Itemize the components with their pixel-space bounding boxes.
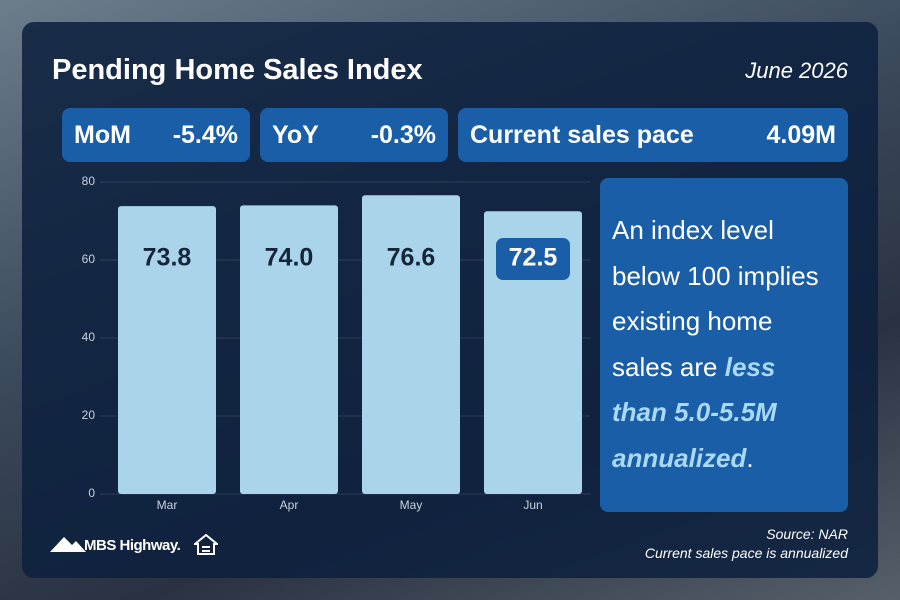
note-text: An index level below 100 implies existin… — [612, 215, 819, 382]
note-text: less than 5.0-5.5M annualized — [612, 351, 777, 473]
x-tick-label: May — [400, 498, 423, 512]
y-tick-label: 80 — [82, 174, 96, 188]
value-label: 73.8 — [143, 244, 192, 272]
bar — [484, 211, 582, 494]
equal-housing-logo — [194, 534, 218, 555]
brand: MBS Highway. — [84, 537, 181, 554]
x-tick-label: Apr — [280, 498, 299, 512]
value-label-pill — [496, 238, 570, 280]
value-label: 76.6 — [387, 244, 436, 272]
title: Pending Home Sales Index — [52, 54, 423, 86]
stat-value: -5.4% — [172, 120, 238, 149]
y-tick-label: 20 — [82, 408, 96, 422]
date: June 2026 — [745, 58, 848, 83]
stat-label: Current sales pace — [470, 120, 694, 149]
value-label: 74.0 — [265, 244, 314, 272]
y-tick-label: 40 — [82, 330, 96, 344]
y-tick-label: 0 — [88, 486, 95, 500]
brand-logo — [50, 537, 86, 552]
stat-pill: YoY -0.3% — [260, 108, 448, 162]
y-tick-label: 60 — [82, 252, 96, 266]
bar — [362, 195, 460, 494]
bar — [118, 206, 216, 494]
stat-pill: MoM -5.4% — [62, 108, 250, 162]
stat-pill: Current sales pace 4.09M — [458, 108, 848, 162]
stat-label: MoM — [74, 120, 131, 149]
source: Source: NAR — [766, 526, 848, 542]
bar — [240, 205, 338, 494]
note: An index level below 100 implies existin… — [600, 178, 848, 512]
note-text: . — [746, 442, 754, 473]
stat-value: -0.3% — [370, 120, 436, 149]
value-label: 72.5 — [509, 244, 558, 272]
x-tick-label: Mar — [157, 498, 178, 512]
x-tick-label: Jun — [523, 498, 542, 512]
footnote: Current sales pace is annualized — [644, 545, 848, 561]
stat-value: 4.09M — [766, 120, 836, 149]
stat-label: YoY — [272, 120, 319, 149]
